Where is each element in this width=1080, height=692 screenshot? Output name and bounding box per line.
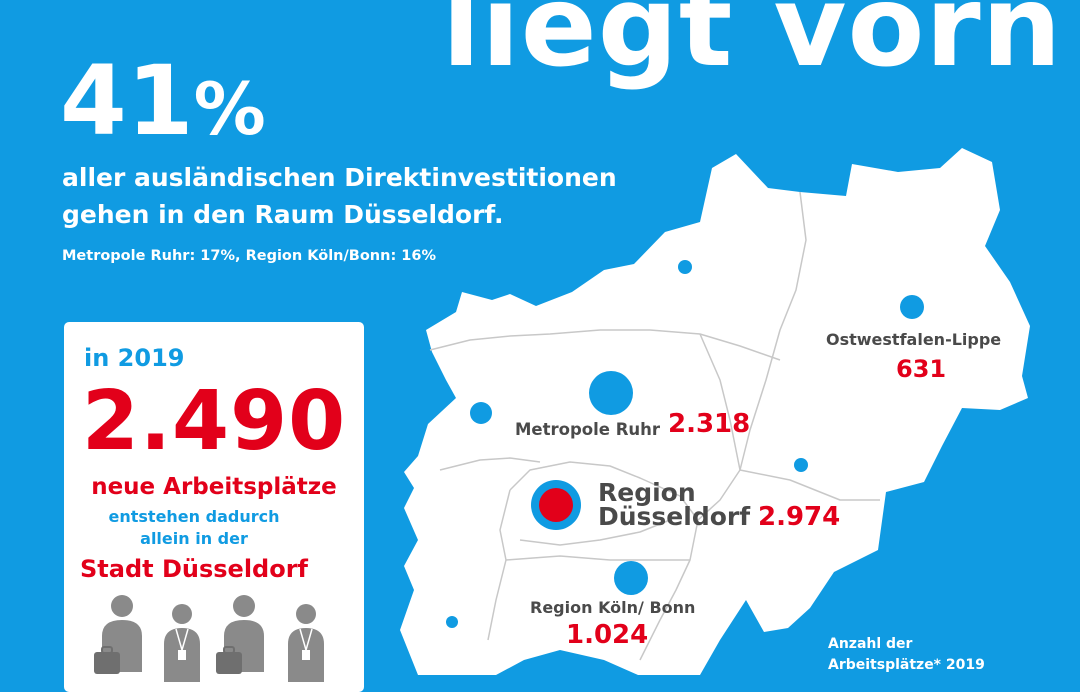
- koeln-value: 1.024: [566, 620, 649, 650]
- duesseldorf-label-line-2: Düsseldorf: [598, 502, 751, 531]
- card-year: in 2019: [84, 344, 185, 372]
- card-big-number: 2.490: [81, 374, 347, 469]
- jobs-card: in 2019 2.490 neue Arbeitsplätze entsteh…: [64, 322, 364, 692]
- intro-subline: Metropole Ruhr: 17%, Region Köln/Bonn: 1…: [62, 248, 436, 264]
- marker-dot-duesseldorf: [539, 488, 573, 522]
- ruhr-value: 2.318: [668, 409, 751, 439]
- intro-line-2: gehen in den Raum Düsseldorf.: [62, 200, 504, 229]
- marker-dot-koeln: [614, 561, 648, 595]
- marker-dot: [794, 458, 808, 472]
- duesseldorf-label-line-1: Region: [598, 478, 696, 507]
- card-text-line-1: entstehen dadurch: [108, 507, 280, 526]
- card-city: Stadt Düsseldorf: [80, 555, 308, 583]
- percent-figure: 41%: [60, 44, 266, 159]
- owl-value: 631: [896, 355, 947, 383]
- region-borders: [429, 191, 880, 661]
- koeln-label: Region Köln/ Bonn: [530, 598, 696, 617]
- footnote-line-1: Anzahl der: [828, 636, 913, 652]
- marker-dot-owl: [900, 295, 924, 319]
- headline: liegt vorn: [442, 0, 1063, 92]
- nrw-map: [400, 148, 1030, 675]
- person-with-lanyard-icon: [288, 604, 324, 682]
- marker-dot-ruhr: [589, 371, 633, 415]
- owl-label: Ostwestfalen-Lippe: [826, 330, 1002, 349]
- ruhr-label: Metropole Ruhr: [515, 420, 661, 439]
- map-land: [400, 148, 1030, 675]
- footnote-line-2: Arbeitsplätze* 2019: [828, 657, 985, 673]
- card-text-line-2: allein in der: [140, 529, 248, 548]
- person-with-briefcase-icon: [94, 595, 142, 674]
- footnote: Anzahl der Arbeitsplätze* 2019: [828, 634, 985, 676]
- percent-sign: %: [193, 67, 266, 151]
- marker-dot: [470, 402, 492, 424]
- marker-dot: [446, 616, 458, 628]
- intro-line-1: aller ausländischen Direktinvestitionen: [62, 163, 617, 192]
- person-with-lanyard-icon: [164, 604, 200, 682]
- people-illustration: [94, 595, 324, 682]
- person-with-briefcase-icon: [216, 595, 264, 674]
- duesseldorf-value: 2.974: [758, 502, 841, 532]
- marker-dot: [678, 260, 692, 274]
- percent-value: 41: [60, 45, 194, 157]
- card-jobs-label: neue Arbeitsplätze: [91, 474, 337, 500]
